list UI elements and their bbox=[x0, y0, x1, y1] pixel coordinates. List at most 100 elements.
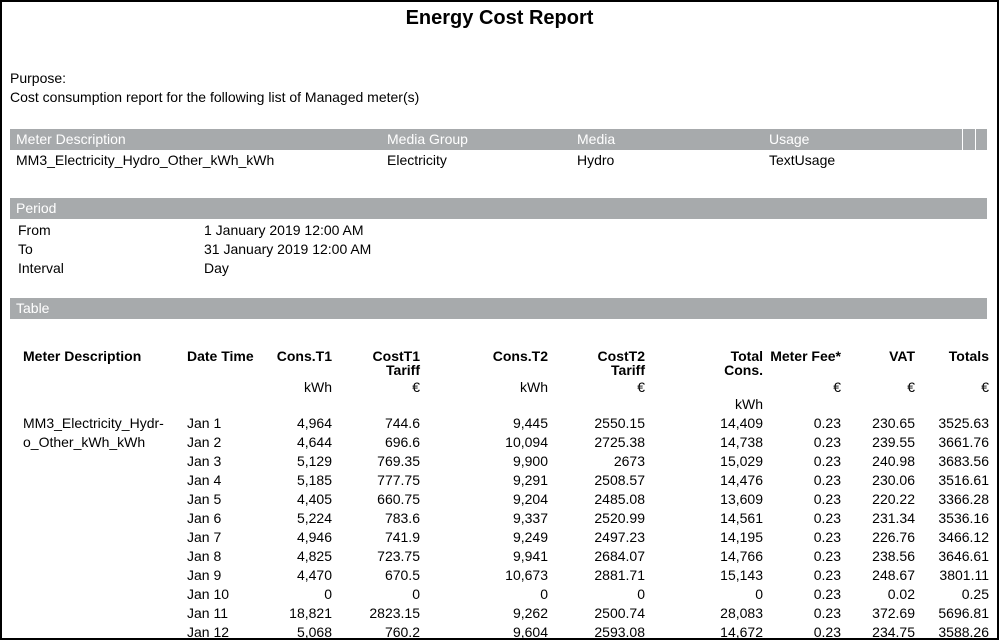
cell-meter-fee: 0.23 bbox=[813, 510, 841, 526]
cell-cons-t2: 10,094 bbox=[505, 434, 548, 450]
unit-euro: € bbox=[412, 379, 420, 395]
cell-cons-t2: 10,673 bbox=[505, 567, 548, 583]
table-row: Jan 9 4,470 670.5 10,673 2881.71 15,143 … bbox=[187, 566, 989, 585]
cell-totals: 3516.61 bbox=[938, 472, 989, 488]
cell-date-time: Jan 4 bbox=[187, 472, 222, 488]
cell-cons-t1: 5,185 bbox=[296, 472, 332, 488]
cell-cost-t2: 2725.38 bbox=[594, 434, 645, 450]
purpose-label: Purpose: bbox=[10, 70, 67, 86]
meter-table-row: MM3_Electricity_Hydro_Other_kWh_kWh Elec… bbox=[10, 151, 987, 170]
cell-cost-t2: 2497.23 bbox=[594, 529, 645, 545]
cell-cost-t1: 2823.15 bbox=[369, 605, 420, 621]
period-from-label: From bbox=[18, 222, 51, 238]
unit-euro: € bbox=[637, 379, 645, 395]
period-to-label: To bbox=[18, 241, 33, 257]
cell-cost-t2: 0 bbox=[637, 586, 645, 602]
column-header-cons-t2: Cons.T2 kWh bbox=[420, 349, 548, 411]
table-row: Jan 6 5,224 783.6 9,337 2520.99 14,561 0… bbox=[187, 509, 989, 528]
table-row: Jan 2 4,644 696.6 10,094 2725.38 14,738 … bbox=[187, 433, 989, 452]
unit-kwh: kWh bbox=[304, 379, 332, 395]
cell-cons-t1: 4,964 bbox=[296, 415, 332, 431]
cell-date-time: Jan 7 bbox=[187, 529, 222, 545]
usage-value: TextUsage bbox=[769, 152, 836, 168]
column-header-cost-t2-tariff: CostT2 Tariff € bbox=[548, 349, 645, 411]
meter-table-header-bar: Meter Description Media Group Media Usag… bbox=[10, 129, 987, 150]
cell-total-cons: 14,476 bbox=[720, 472, 763, 488]
unit-euro: € bbox=[833, 379, 841, 395]
column-header-cons-t1: Cons.T1 kWh bbox=[252, 349, 332, 411]
cell-date-time: Jan 9 bbox=[187, 567, 222, 583]
table-row: Jan 8 4,825 723.75 9,941 2684.07 14,766 … bbox=[187, 547, 989, 566]
cell-cost-t1: 760.2 bbox=[384, 624, 420, 640]
cell-meter-fee: 0.23 bbox=[813, 453, 841, 469]
cell-vat: 226.76 bbox=[872, 529, 915, 545]
cell-totals: 3525.63 bbox=[938, 415, 989, 431]
unit-kwh: kWh bbox=[735, 396, 763, 412]
cell-cost-t2: 2508.57 bbox=[594, 472, 645, 488]
cell-vat: 248.67 bbox=[872, 567, 915, 583]
cell-total-cons: 14,561 bbox=[720, 510, 763, 526]
cell-total-cons: 13,609 bbox=[720, 491, 763, 507]
cell-meter-fee: 0.23 bbox=[813, 624, 841, 640]
cell-date-time: Jan 11 bbox=[187, 605, 228, 621]
meter-description-cell: MM3_Electricity_Hydr- o_Other_kWh_kWh bbox=[23, 415, 164, 450]
cell-meter-fee: 0.23 bbox=[813, 548, 841, 564]
cell-cost-t1: 744.6 bbox=[384, 415, 420, 431]
cell-totals: 3646.61 bbox=[938, 548, 989, 564]
cell-total-cons: 14,672 bbox=[720, 624, 763, 640]
cell-total-cons: 28,083 bbox=[720, 605, 763, 621]
period-interval-label: Interval bbox=[18, 260, 64, 276]
cell-cons-t2: 9,604 bbox=[512, 624, 548, 640]
cell-cost-t1: 696.6 bbox=[384, 434, 420, 450]
table-row: Jan 4 5,185 777.75 9,291 2508.57 14,476 … bbox=[187, 471, 989, 490]
column-header-meter-description: Meter Description bbox=[23, 348, 142, 364]
cell-cost-t1: 783.6 bbox=[384, 510, 420, 526]
cell-cost-t2: 2520.99 bbox=[594, 510, 645, 526]
cell-vat: 220.22 bbox=[872, 491, 915, 507]
unit-euro: € bbox=[981, 379, 989, 395]
data-table-header: Meter Description Date Time Cons.T1 kWh … bbox=[23, 349, 989, 411]
cell-cons-t2: 9,291 bbox=[512, 472, 548, 488]
cell-vat: 238.56 bbox=[872, 548, 915, 564]
table-rows: Jan 1 4,964 744.6 9,445 2550.15 14,409 0… bbox=[23, 414, 989, 640]
cell-cons-t1: 4,644 bbox=[296, 434, 332, 450]
media-group-value: Electricity bbox=[387, 152, 447, 168]
cell-cons-t2: 9,445 bbox=[512, 415, 548, 431]
cell-cons-t1: 0 bbox=[324, 586, 332, 602]
cell-meter-fee: 0.23 bbox=[813, 472, 841, 488]
period-details: From 1 January 2019 12:00 AM To 31 Janua… bbox=[10, 221, 371, 278]
cell-cost-t2: 2881.71 bbox=[594, 567, 645, 583]
table-row: Jan 11 18,821 2823.15 9,262 2500.74 28,0… bbox=[187, 604, 989, 623]
cell-vat: 239.55 bbox=[872, 434, 915, 450]
cell-totals: 3588.26 bbox=[938, 624, 989, 640]
period-row-to: To 31 January 2019 12:00 AM bbox=[10, 240, 371, 259]
cell-vat: 240.98 bbox=[872, 453, 915, 469]
cell-date-time: Jan 10 bbox=[187, 586, 230, 602]
cell-total-cons: 15,143 bbox=[720, 567, 763, 583]
period-row-from: From 1 January 2019 12:00 AM bbox=[10, 221, 371, 240]
cell-totals: 3683.56 bbox=[938, 453, 989, 469]
cell-cons-t1: 5,129 bbox=[296, 453, 332, 469]
table-row: Jan 10 0 0 0 0 0 0.23 0.02 0.25 bbox=[187, 585, 989, 604]
table-row: Jan 5 4,405 660.75 9,204 2485.08 13,609 … bbox=[187, 490, 989, 509]
column-header-total-cons: Total Cons. kWh bbox=[645, 349, 763, 411]
cell-vat: 234.75 bbox=[872, 624, 915, 640]
cell-cost-t1: 777.75 bbox=[377, 472, 420, 488]
cell-totals: 3466.12 bbox=[938, 529, 989, 545]
cell-meter-fee: 0.23 bbox=[813, 415, 841, 431]
cell-cost-t2: 2673 bbox=[613, 453, 645, 469]
period-interval-value: Day bbox=[204, 260, 229, 276]
cell-cons-t2: 9,262 bbox=[512, 605, 548, 621]
cell-vat: 230.65 bbox=[872, 415, 915, 431]
cell-cost-t1: 723.75 bbox=[377, 548, 420, 564]
cell-cons-t1: 4,405 bbox=[296, 491, 332, 507]
cell-cons-t2: 0 bbox=[540, 586, 548, 602]
table-row: Jan 3 5,129 769.35 9,900 2673 15,029 0.2… bbox=[187, 452, 989, 471]
cell-totals: 3661.76 bbox=[938, 434, 989, 450]
cell-date-time: Jan 8 bbox=[187, 548, 222, 564]
media-value: Hydro bbox=[577, 152, 615, 168]
cell-cost-t1: 660.75 bbox=[377, 491, 420, 507]
cell-totals: 3536.16 bbox=[938, 510, 989, 526]
cell-cons-t2: 9,900 bbox=[512, 453, 548, 469]
